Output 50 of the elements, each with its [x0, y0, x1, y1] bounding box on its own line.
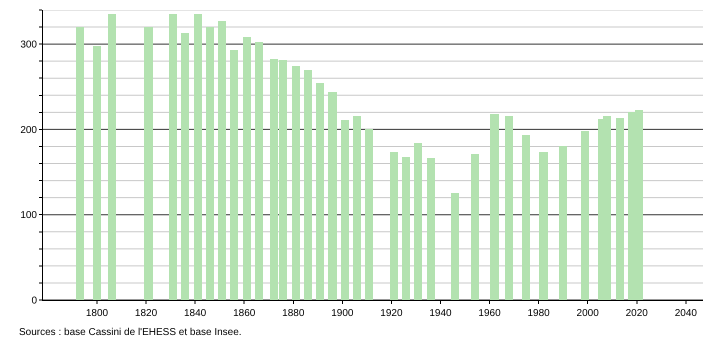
bar — [181, 33, 189, 300]
x-tick-label: 1900 — [331, 308, 354, 319]
x-tick-label: 1980 — [527, 308, 550, 319]
x-tick-label: 2000 — [576, 308, 600, 319]
bar — [230, 50, 238, 300]
x-tick-label: 2020 — [626, 308, 648, 319]
bar — [402, 157, 410, 300]
x-tick-label: 1800 — [86, 308, 109, 319]
bar — [341, 120, 349, 300]
y-tick-label: 200 — [20, 124, 38, 136]
x-tick-label: 1840 — [184, 308, 207, 319]
bar — [559, 146, 567, 300]
bar — [255, 42, 263, 300]
bar — [522, 135, 530, 300]
bar — [243, 37, 251, 300]
y-tick-label: 300 — [20, 40, 38, 51]
bar — [169, 14, 177, 300]
bar — [471, 154, 479, 300]
bar — [505, 116, 513, 300]
bar — [427, 158, 435, 300]
bar — [490, 114, 499, 300]
bar — [218, 21, 226, 300]
x-tick-label: 1920 — [380, 308, 403, 319]
x-tick-label: 2040 — [674, 308, 698, 319]
x-tick-label: 1940 — [429, 308, 452, 319]
x-tick-label: 1960 — [478, 308, 502, 319]
bar — [365, 129, 373, 300]
bar — [316, 83, 324, 300]
bar — [581, 131, 589, 300]
bar — [194, 14, 202, 300]
bar — [304, 70, 312, 300]
bar — [353, 116, 361, 300]
bar — [93, 46, 101, 300]
x-tick-label: 1820 — [134, 308, 158, 319]
bar — [292, 66, 300, 300]
bar — [390, 152, 398, 300]
bar — [144, 27, 153, 300]
x-tick-label: 1880 — [282, 308, 305, 319]
bar — [206, 27, 214, 300]
bar — [616, 118, 624, 300]
bar — [328, 92, 337, 300]
bar — [108, 14, 116, 300]
bar — [76, 27, 84, 300]
source-note: Sources : base Cassini de l'EHESS et base Insee. — [19, 327, 242, 338]
x-tick-label: 1860 — [233, 308, 256, 319]
bar — [539, 152, 548, 300]
y-tick-label: 0 — [31, 296, 38, 306]
bar — [414, 143, 422, 300]
y-tick-label: 100 — [20, 210, 38, 222]
bar — [451, 193, 459, 300]
